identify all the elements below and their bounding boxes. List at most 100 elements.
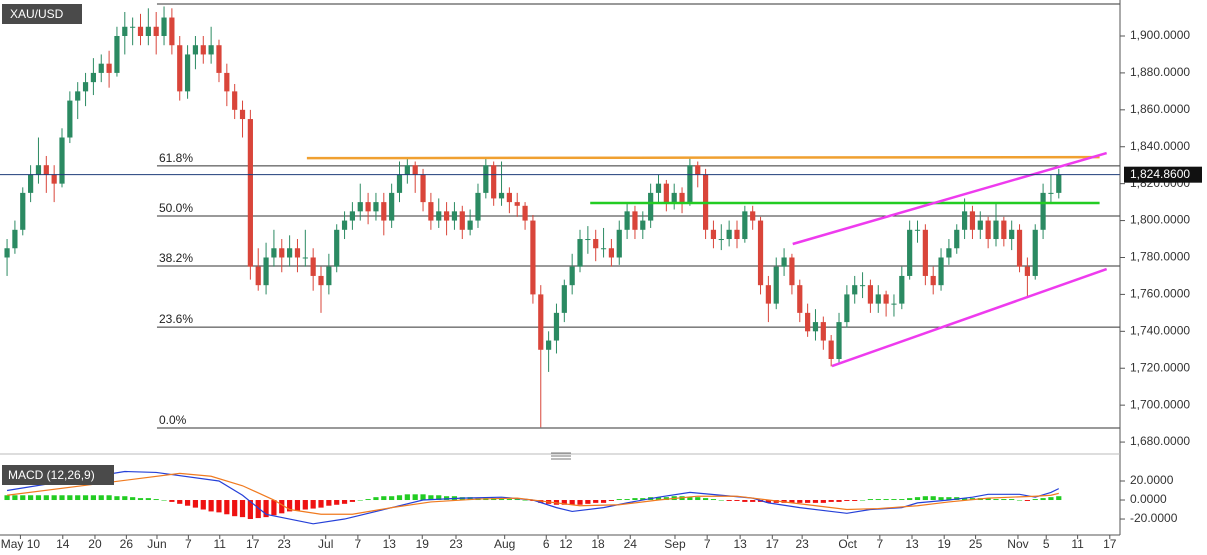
histogram-bar [797,500,803,503]
candle-body [875,294,881,304]
x-tick-label: 7 [185,537,192,551]
candle-body [145,26,151,36]
histogram-bar [946,497,952,501]
candle-body [192,45,199,55]
candle-body [624,211,630,230]
histogram-bar [726,500,732,501]
histogram-bar [632,498,638,501]
candle-body [239,109,246,120]
histogram-bar [498,499,505,501]
candle-body [836,322,842,360]
symbol-title: XAU/USD [10,7,64,21]
candle-body [1032,229,1038,276]
y-tick-label: 1,720.0000 [1130,360,1190,374]
candle-body [742,211,748,240]
candle-body [381,202,387,221]
candle-body [412,165,418,175]
histogram-bar [255,500,261,519]
histogram-bar [695,497,701,501]
histogram-bar [608,500,615,501]
histogram-bar [239,500,246,518]
candle-body [600,248,607,250]
histogram-bar [4,495,10,501]
histogram-bar [569,500,575,505]
histogram-bar [310,500,316,509]
histogram-bar [184,500,191,506]
histogram-bar [153,499,159,501]
x-tick-label: 11 [1071,537,1084,551]
candle-body [255,266,261,286]
candle-body [483,165,489,193]
histogram-bar [177,500,183,504]
candle-body [946,248,952,258]
candle-body [930,275,936,286]
histogram-bar [326,500,332,506]
histogram-bar [43,495,49,501]
candle-body [506,192,512,203]
candle-body [247,119,253,267]
candle-body [969,211,976,230]
histogram-bar [98,495,104,501]
histogram-bar [443,496,450,501]
histogram-bar [51,495,57,501]
candle-body [137,26,144,36]
candle-body [938,257,944,286]
histogram-bar [271,500,277,516]
y-tick-label: 1,680.0000 [1130,434,1190,448]
candle-body [279,248,285,258]
candle-body [655,183,662,193]
histogram-bar [341,500,348,504]
macd-line [6,470,1060,525]
histogram-bar [867,499,874,501]
candle-body [985,220,991,240]
candle-body [899,275,905,304]
candle-body [224,72,230,92]
x-tick-label: 7 [355,537,362,551]
x-tick-label: 18 [591,537,605,551]
candle-body [318,275,324,286]
x-tick-label: 6 [543,537,550,551]
candle-body [310,257,316,276]
candle-body [130,26,136,28]
histogram-bar [522,500,528,501]
x-tick-label: Sep [664,537,686,551]
candle-body [28,174,34,193]
x-tick-label: 25 [969,537,983,551]
y-tick-label: -20.0000 [1130,511,1178,525]
candle-body [1040,192,1046,230]
histogram-bar [812,500,819,503]
candle-body [114,35,120,73]
candle-body [82,82,89,92]
histogram-bar [930,496,936,501]
x-tick-label: 23 [795,537,809,551]
histogram-bar [742,500,748,502]
candle-body [1056,174,1062,193]
x-tick-label: Jun [147,537,166,551]
histogram-bar [1016,500,1023,501]
candle-body [640,220,646,230]
x-tick-label: 17 [1103,537,1117,551]
candle-body [287,248,293,258]
histogram-bar [1040,498,1046,501]
histogram-bar [59,495,65,501]
candle-body [396,174,403,193]
candle-body [671,192,677,203]
candle-body [232,91,238,110]
histogram-bar [663,497,669,501]
histogram-bar [836,500,842,502]
histogram-bar [820,500,826,503]
histogram-bar [600,500,607,503]
candle-body [750,211,756,221]
histogram-bar [1032,499,1038,501]
candle-body [20,192,26,230]
candle-body [608,248,615,258]
histogram-bar [232,500,238,517]
x-tick-label: Jul [318,537,333,551]
candle-body [695,165,701,175]
candle-body [679,192,685,203]
histogram-bar [655,497,662,501]
candle-body [734,229,740,240]
candle-body [475,192,481,221]
